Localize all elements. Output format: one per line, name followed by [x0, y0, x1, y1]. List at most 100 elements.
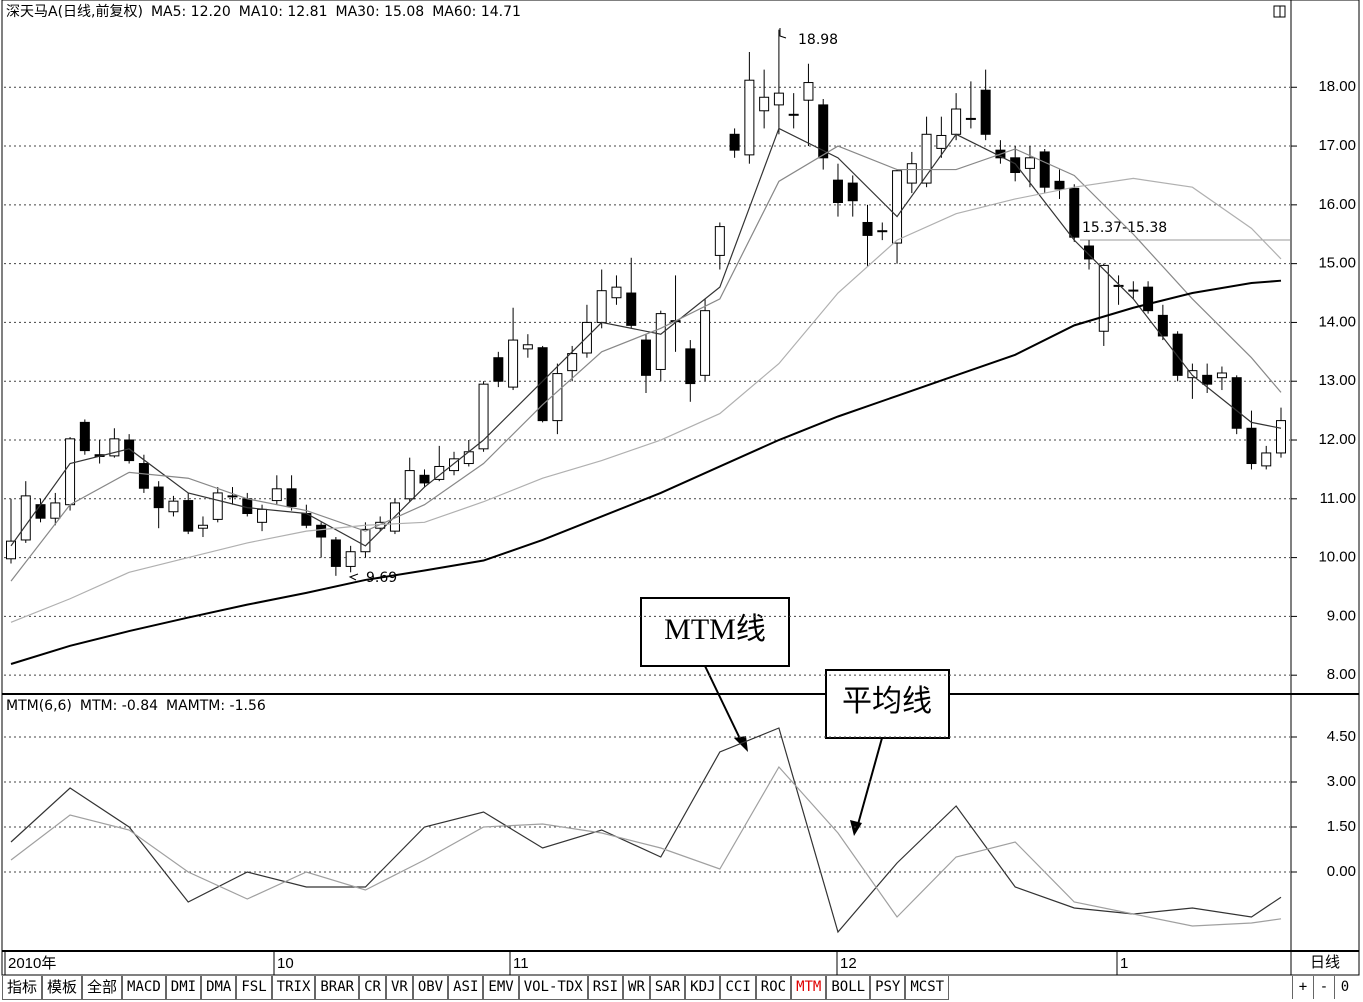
- candle-body: [257, 508, 268, 523]
- y-tick-label: 4.50: [1327, 728, 1356, 745]
- line-series: [10, 279, 1282, 665]
- candle-body: [803, 82, 814, 101]
- candle-body: [522, 344, 533, 350]
- indicator-tab[interactable]: DMI: [165, 976, 202, 1000]
- indicator-tab[interactable]: VR: [385, 976, 413, 1000]
- y-tick-label: 1.50: [1327, 818, 1356, 835]
- indicator-tab[interactable]: CCI: [720, 976, 756, 1000]
- candle-body: [626, 292, 637, 326]
- legend-entry: MA60: 14.71: [432, 4, 521, 20]
- period-label: 日线: [1310, 954, 1340, 971]
- y-tick-label: 15.00: [1318, 255, 1356, 272]
- candle-body: [434, 465, 445, 480]
- callout-text: 平均线: [842, 685, 932, 718]
- candle-body: [596, 290, 607, 323]
- y-tick-label: 9.00: [1327, 607, 1356, 624]
- legend-entry: MAMTM: -1.56: [166, 698, 266, 714]
- candle-body: [685, 348, 696, 385]
- indicator-tab[interactable]: 指标: [2, 976, 43, 1000]
- indicator-tab[interactable]: TRIX: [271, 976, 316, 1000]
- callout-box: [825, 669, 950, 739]
- candle-body: [138, 463, 149, 489]
- high-label: 18.98: [798, 32, 838, 48]
- indicator-tab[interactable]: MACD: [122, 976, 166, 1000]
- zoom-button[interactable]: -: [1313, 976, 1334, 999]
- candle-body: [552, 373, 563, 422]
- candle-body: [1113, 284, 1124, 287]
- y-tick-label: 17.00: [1318, 137, 1356, 154]
- zoom-buttons: + -0: [1292, 976, 1355, 999]
- arrow-head: [850, 820, 862, 836]
- candle-body: [1202, 374, 1213, 385]
- indicator-tab[interactable]: ROC: [755, 976, 792, 1000]
- callout-text: MTM线: [664, 613, 766, 646]
- panel-title: MTM(6,6): [6, 698, 72, 714]
- candle-body: [1098, 264, 1109, 332]
- level-label: 15.37-15.38: [1082, 220, 1167, 236]
- zoom-button[interactable]: 0: [1334, 976, 1355, 999]
- candle-body: [1143, 286, 1154, 312]
- line-series: [10, 127, 1282, 547]
- indicator-tab[interactable]: MCST: [905, 976, 950, 1000]
- indicator-tabs: 指标 模板 全部 MACD DMI DMA FSL TRIX BRAR CR VR OBV ASI EMV…: [2, 976, 950, 1000]
- candle-body: [641, 339, 651, 376]
- candle-body: [1246, 427, 1257, 465]
- panel-title: 深天马A(日线,前复权): [6, 3, 143, 20]
- legend-entry: MA30: 15.08: [335, 4, 424, 20]
- indicator-tab[interactable]: CR: [359, 976, 386, 1000]
- date-label: 1: [1120, 955, 1128, 972]
- candle-body: [1187, 370, 1198, 379]
- indicator-tab[interactable]: 全部: [82, 976, 123, 1000]
- candle-body: [1010, 157, 1021, 174]
- candle-body: [124, 439, 135, 462]
- candle-body: [6, 540, 16, 560]
- candle-body: [714, 226, 725, 256]
- indicator-tab[interactable]: PSY: [870, 976, 906, 1000]
- candle-body: [493, 357, 504, 382]
- candle-body: [1172, 333, 1183, 376]
- high-marker: [779, 28, 787, 39]
- candle-body: [508, 339, 519, 388]
- candle-body: [449, 458, 460, 472]
- indicator-tab[interactable]: DMA: [201, 976, 237, 1000]
- line-series: [10, 765, 1282, 927]
- legend-entry: MA5: 12.20: [151, 4, 231, 20]
- legend-entry: MA10: 12.81: [239, 4, 328, 20]
- candle-body: [212, 492, 223, 520]
- candle-body: [1261, 452, 1272, 467]
- candle-body: [700, 310, 711, 376]
- indicator-tab[interactable]: WR: [623, 976, 650, 1000]
- candle-body: [744, 79, 755, 156]
- indicator-tab[interactable]: 模板: [42, 976, 83, 1000]
- date-label: 12: [840, 955, 857, 972]
- indicator-tab[interactable]: EMV: [483, 976, 519, 1000]
- candle-body: [330, 539, 341, 567]
- indicator-tab[interactable]: SAR: [649, 976, 686, 1000]
- candle-body: [906, 163, 917, 184]
- candle-body: [936, 134, 947, 149]
- candle-body: [818, 104, 829, 159]
- indicator-tab[interactable]: MTM: [791, 976, 827, 1000]
- indicator-tab[interactable]: OBV: [412, 976, 449, 1000]
- candle-body: [345, 551, 356, 567]
- candle-body: [404, 470, 415, 500]
- indicator-tab[interactable]: BRAR: [315, 976, 360, 1000]
- candle-body: [788, 113, 799, 116]
- line-series: [10, 177, 1282, 623]
- indicator-tab[interactable]: KDJ: [685, 976, 721, 1000]
- indicator-tab[interactable]: FSL: [236, 976, 272, 1000]
- callout-box: [640, 597, 790, 667]
- candle-body: [227, 495, 238, 498]
- indicator-tab[interactable]: VOL-TDX: [518, 976, 588, 1000]
- zoom-button[interactable]: +: [1292, 976, 1313, 999]
- candle-body: [1157, 314, 1168, 337]
- candle-body: [1128, 289, 1139, 292]
- indicator-tab[interactable]: ASI: [448, 976, 484, 1000]
- candle-body: [419, 474, 430, 484]
- candle-body: [537, 347, 548, 422]
- indicator-tab[interactable]: RSI: [587, 976, 624, 1000]
- line-series: [10, 145, 1282, 582]
- indicator-tab[interactable]: BOLL: [826, 976, 871, 1000]
- candle-body: [478, 383, 489, 450]
- candle-body: [153, 486, 164, 509]
